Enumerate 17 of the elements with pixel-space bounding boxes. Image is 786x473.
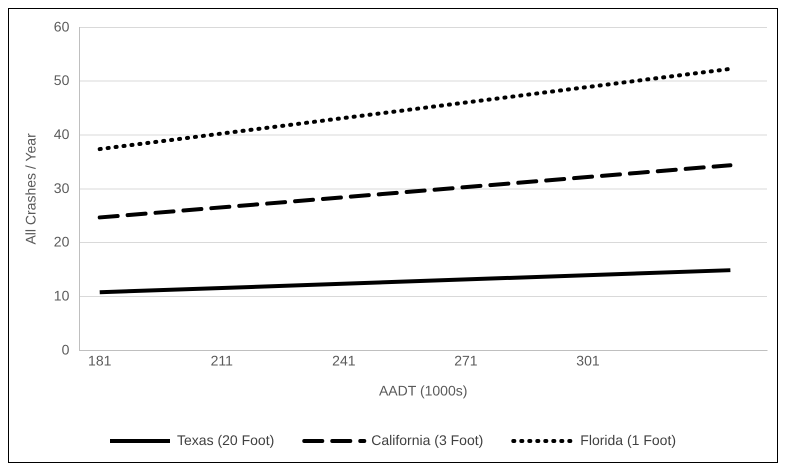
x-tick-label: 301: [576, 352, 600, 369]
x-tick-label: 271: [454, 352, 478, 369]
y-tick-label: 60: [54, 18, 70, 34]
legend-label: Florida (1 Foot): [580, 432, 676, 448]
y-axis-title: All Crashes / Year: [22, 132, 38, 245]
y-tick-label: 10: [54, 287, 70, 304]
x-tick-label: 241: [332, 352, 356, 369]
y-tick-label: 0: [62, 341, 70, 358]
y-tick-label: 40: [54, 126, 70, 142]
y-tick-label: 30: [54, 180, 70, 196]
x-tick-label: 211: [210, 352, 234, 369]
x-tick-label: 181: [88, 352, 112, 369]
x-axis-title: AADT (1000s): [378, 382, 468, 398]
y-tick-label: 50: [54, 72, 70, 88]
legend-label: Texas (20 Foot): [177, 432, 274, 448]
y-tick-label: 20: [54, 234, 70, 250]
legend-label: California (3 Foot): [371, 432, 484, 448]
